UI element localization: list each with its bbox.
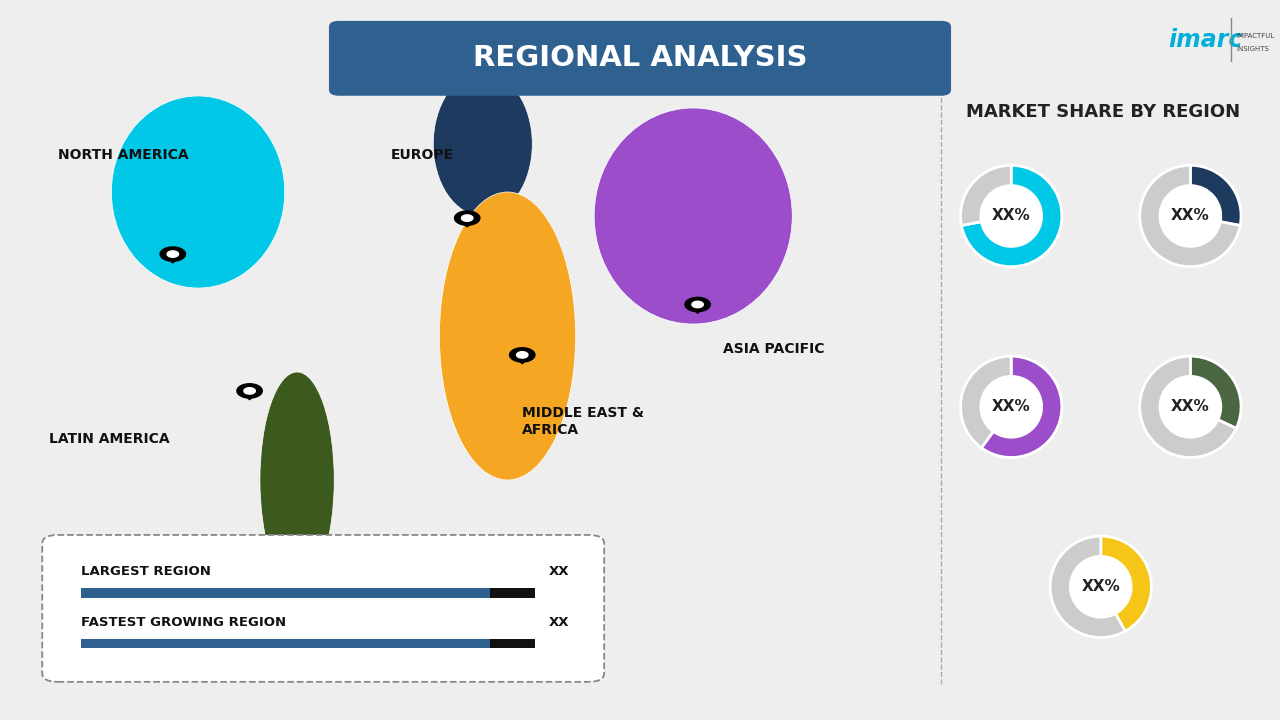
Polygon shape [512, 355, 532, 364]
Circle shape [1160, 377, 1221, 437]
Wedge shape [1139, 356, 1236, 457]
Text: LATIN AMERICA: LATIN AMERICA [49, 432, 169, 446]
Text: XX%: XX% [1082, 580, 1120, 594]
Polygon shape [168, 251, 178, 257]
Polygon shape [509, 348, 535, 362]
Polygon shape [160, 247, 186, 261]
Text: ASIA PACIFIC: ASIA PACIFIC [723, 342, 824, 356]
Text: LARGEST REGION: LARGEST REGION [81, 565, 210, 578]
Circle shape [980, 186, 1042, 246]
Text: REGIONAL ANALYSIS: REGIONAL ANALYSIS [472, 45, 808, 72]
FancyBboxPatch shape [329, 21, 951, 96]
Wedge shape [1190, 356, 1242, 428]
Wedge shape [960, 356, 1011, 448]
Wedge shape [1190, 166, 1242, 225]
Text: imarc: imarc [1169, 28, 1243, 53]
Wedge shape [961, 166, 1062, 266]
Polygon shape [687, 305, 708, 313]
Wedge shape [982, 356, 1062, 457]
Polygon shape [462, 215, 472, 221]
Text: NORTH AMERICA: NORTH AMERICA [58, 148, 188, 162]
Text: IMPACTFUL: IMPACTFUL [1236, 33, 1275, 39]
Polygon shape [237, 384, 262, 398]
Circle shape [1160, 186, 1221, 246]
Bar [490, 588, 535, 598]
Text: EUROPE: EUROPE [390, 148, 453, 162]
Text: MIDDLE EAST &
AFRICA: MIDDLE EAST & AFRICA [522, 405, 644, 437]
Text: MARKET SHARE BY REGION: MARKET SHARE BY REGION [966, 102, 1240, 120]
Wedge shape [1139, 166, 1240, 266]
Polygon shape [692, 301, 703, 307]
Bar [81, 639, 490, 648]
Wedge shape [960, 166, 1011, 225]
Bar [81, 588, 490, 598]
Polygon shape [517, 351, 527, 358]
FancyBboxPatch shape [42, 535, 604, 682]
Circle shape [980, 377, 1042, 437]
Polygon shape [457, 218, 477, 227]
Text: INSIGHTS: INSIGHTS [1236, 46, 1270, 52]
Ellipse shape [260, 372, 334, 588]
Polygon shape [163, 254, 183, 263]
Circle shape [1070, 557, 1132, 617]
Polygon shape [685, 297, 710, 312]
Text: XX%: XX% [992, 209, 1030, 223]
Text: XX%: XX% [1171, 209, 1210, 223]
Polygon shape [454, 211, 480, 225]
Text: XX: XX [549, 616, 570, 629]
Ellipse shape [594, 108, 792, 324]
Ellipse shape [433, 72, 532, 216]
Polygon shape [239, 391, 260, 400]
Bar [490, 639, 535, 648]
Text: XX%: XX% [992, 400, 1030, 414]
Text: XX%: XX% [1171, 400, 1210, 414]
Polygon shape [244, 387, 255, 394]
Ellipse shape [439, 192, 576, 480]
Ellipse shape [111, 96, 284, 288]
FancyBboxPatch shape [941, 0, 1280, 720]
Text: FASTEST GROWING REGION: FASTEST GROWING REGION [81, 616, 285, 629]
Wedge shape [1050, 536, 1125, 637]
Wedge shape [1101, 536, 1152, 631]
Text: XX: XX [549, 565, 570, 578]
